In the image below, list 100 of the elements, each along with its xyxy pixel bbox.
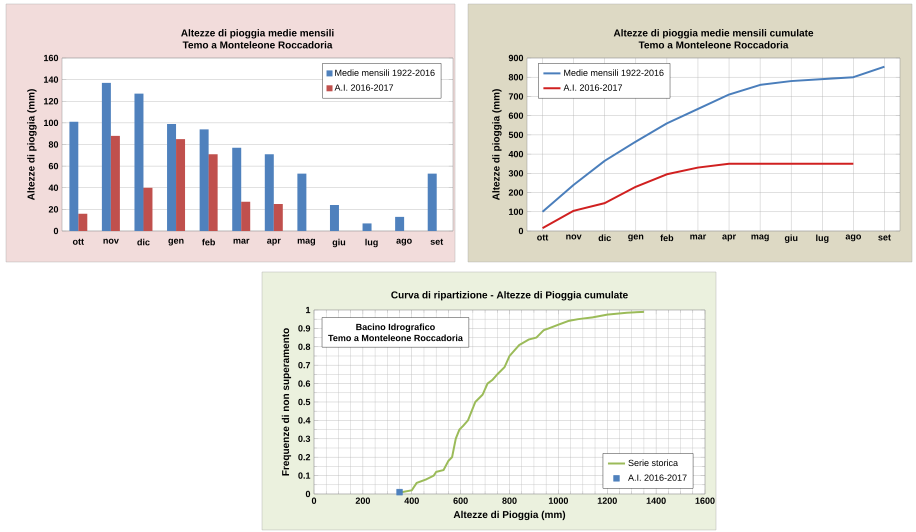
y-tick-label: 40 [48, 184, 58, 191]
y-tick-label: 100 [44, 120, 58, 126]
x-tick-label: mag [751, 234, 769, 242]
y-tick-label: 60 [48, 162, 58, 170]
y-tick-label: 0.1 [298, 472, 310, 479]
y-tick-label: 1 [306, 306, 310, 314]
y-tick-label: 600 [508, 112, 524, 119]
bar [102, 82, 111, 231]
y-tick-label: 0.7 [298, 362, 310, 368]
y-tick-label: 0.4 [298, 417, 310, 424]
x-tick-label: gen [168, 238, 184, 246]
y-tick-label: 0.3 [298, 436, 310, 442]
bar [143, 188, 152, 231]
chart-title: Curva di ripartizione - Altezze di Pioggia cumulate [391, 291, 628, 300]
x-tick-label: mar [234, 238, 250, 244]
y-tick-label: 0.6 [298, 380, 310, 387]
bar [395, 216, 404, 231]
bar [330, 205, 339, 231]
x-tick-label: giu [332, 238, 346, 248]
x-tick-label: 600 [453, 498, 468, 504]
y-tick-label: 0 [518, 228, 524, 234]
bar [110, 136, 120, 231]
y-tick-label: 0.5 [298, 398, 310, 406]
y-tick-label: 800 [508, 74, 524, 80]
y-tick-label: 900 [508, 54, 524, 62]
x-tick-label: feb [202, 238, 216, 246]
legend-label: Medie mensili 1922-2016 [335, 69, 435, 76]
line-series [542, 66, 886, 213]
chart-title: Altezze di pioggia medie mensili [181, 29, 334, 38]
annotation: Bacino Idrografico [356, 324, 435, 332]
bar [176, 139, 186, 231]
x-tick-label: nov [566, 234, 582, 240]
bar [362, 223, 372, 231]
y-tick-label: 0.8 [298, 344, 310, 350]
bar [428, 174, 437, 231]
bar [69, 122, 78, 231]
x-tick-label: mag [298, 238, 316, 246]
y-tick-label: 300 [508, 170, 524, 177]
bar [208, 154, 218, 231]
x-tick-label: apr [267, 238, 281, 246]
y-tick-label: 200 [508, 189, 524, 196]
x-tick-label: gen [628, 234, 644, 242]
y-tick-label: 140 [44, 76, 58, 83]
x-tick-label: set [878, 234, 891, 240]
x-tick-label: ago [396, 238, 412, 246]
x-axis-title: Altezze di Pioggia (mm) [454, 510, 566, 520]
x-tick-label: ott [537, 234, 548, 240]
y-tick-label: 160 [44, 54, 58, 62]
y-axis-title: Altezze di pioggia (mm) [492, 89, 502, 200]
y-axis-title: Frequenze di non superamento [282, 328, 292, 476]
x-tick-label: dic [137, 238, 150, 246]
y-tick-label: 0 [54, 228, 58, 234]
y-tick-label: 700 [508, 93, 524, 100]
y-tick-label: 20 [48, 206, 58, 213]
legend-label: A.I. 2016-2017 [563, 84, 622, 91]
legend-label: Serie storica [628, 459, 678, 466]
x-tick-label: apr [722, 234, 736, 242]
bar [200, 129, 209, 231]
y-tick-label: 100 [509, 208, 524, 215]
x-tick-label: ott [72, 238, 84, 245]
x-tick-label: dic [598, 234, 611, 242]
x-tick-label: 1400 [646, 498, 666, 504]
legend-label: A.I. 2016-2017 [628, 474, 687, 481]
y-tick-label: 80 [48, 141, 58, 148]
bar [78, 214, 88, 231]
y-tick-label: 120 [44, 98, 58, 104]
legend-label: A.I. 2016-2017 [334, 84, 394, 91]
bar [274, 204, 283, 231]
y-tick-label: 400 [508, 150, 524, 158]
y-tick-label: 500 [508, 132, 524, 138]
chart-subtitle: Temo a Monteleone Roccadoria [182, 41, 332, 48]
bar [232, 148, 242, 231]
chart-title: Altezze di pioggia medie mensili cumulate [614, 29, 814, 38]
x-tick-label: 200 [356, 498, 370, 504]
bar [264, 154, 274, 231]
y-axis-title: Altezze di pioggia (mm) [27, 89, 37, 200]
chart-subtitle: Temo a Monteleone Roccadoria [638, 41, 788, 48]
legend-label: Medie mensili 1922-2016 [564, 69, 664, 76]
x-tick-label: 0 [312, 498, 316, 504]
x-tick-label: 1200 [598, 498, 617, 504]
y-tick-label: 0.9 [298, 325, 310, 332]
x-tick-label: 400 [404, 498, 419, 504]
bar [167, 124, 176, 231]
annotation: Temo a Monteleone Roccadoria [328, 334, 463, 342]
x-tick-label: nov [103, 238, 119, 244]
bar [134, 94, 144, 231]
x-tick-label: 1600 [696, 498, 715, 504]
x-tick-label: set [430, 238, 444, 245]
bar [241, 202, 250, 231]
x-tick-label: lug [365, 238, 378, 248]
x-tick-label: 1000 [548, 498, 568, 504]
x-tick-label: 800 [502, 498, 517, 504]
x-tick-label: lug [816, 234, 828, 243]
y-tick-label: 0 [306, 490, 310, 498]
x-tick-label: feb [660, 234, 674, 242]
x-tick-label: giu [784, 234, 798, 243]
x-tick-label: mar [690, 234, 706, 240]
x-tick-label: ago [846, 234, 862, 242]
bar [297, 174, 306, 231]
y-tick-label: 0.2 [298, 454, 310, 460]
